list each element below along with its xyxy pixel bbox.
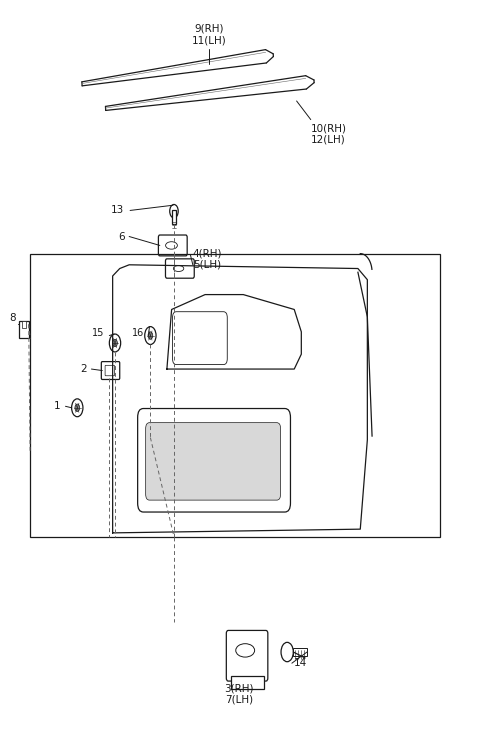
Text: 16: 16 <box>132 328 144 338</box>
Circle shape <box>75 404 80 411</box>
FancyBboxPatch shape <box>158 235 187 256</box>
Text: 2: 2 <box>80 364 87 374</box>
FancyBboxPatch shape <box>227 630 268 681</box>
FancyBboxPatch shape <box>172 312 227 364</box>
FancyBboxPatch shape <box>138 409 290 512</box>
FancyBboxPatch shape <box>230 676 264 689</box>
Text: 10(RH)
12(LH): 10(RH) 12(LH) <box>311 123 347 145</box>
FancyBboxPatch shape <box>105 365 115 376</box>
FancyBboxPatch shape <box>172 210 176 224</box>
Ellipse shape <box>166 242 178 249</box>
Text: 15: 15 <box>92 328 105 338</box>
FancyBboxPatch shape <box>101 361 120 380</box>
Text: 13: 13 <box>111 206 124 215</box>
FancyBboxPatch shape <box>19 322 29 338</box>
Circle shape <box>145 327 156 344</box>
Text: 4(RH)
5(LH): 4(RH) 5(LH) <box>193 248 222 270</box>
Ellipse shape <box>173 266 184 272</box>
Text: 3(RH)
7(LH): 3(RH) 7(LH) <box>224 683 254 705</box>
Circle shape <box>72 399 83 416</box>
Bar <box>30 254 441 537</box>
Text: 9(RH)
11(LH): 9(RH) 11(LH) <box>192 23 227 45</box>
Text: 14: 14 <box>294 658 308 668</box>
Circle shape <box>113 340 118 346</box>
Circle shape <box>281 642 293 662</box>
FancyBboxPatch shape <box>22 322 26 328</box>
Circle shape <box>109 334 120 352</box>
Text: 6: 6 <box>118 231 124 242</box>
FancyBboxPatch shape <box>166 259 194 278</box>
Ellipse shape <box>236 644 254 657</box>
FancyBboxPatch shape <box>293 648 308 657</box>
Text: 1: 1 <box>54 401 61 411</box>
Text: 8: 8 <box>9 313 16 324</box>
Circle shape <box>148 332 153 340</box>
Circle shape <box>170 205 178 218</box>
FancyBboxPatch shape <box>145 422 281 500</box>
